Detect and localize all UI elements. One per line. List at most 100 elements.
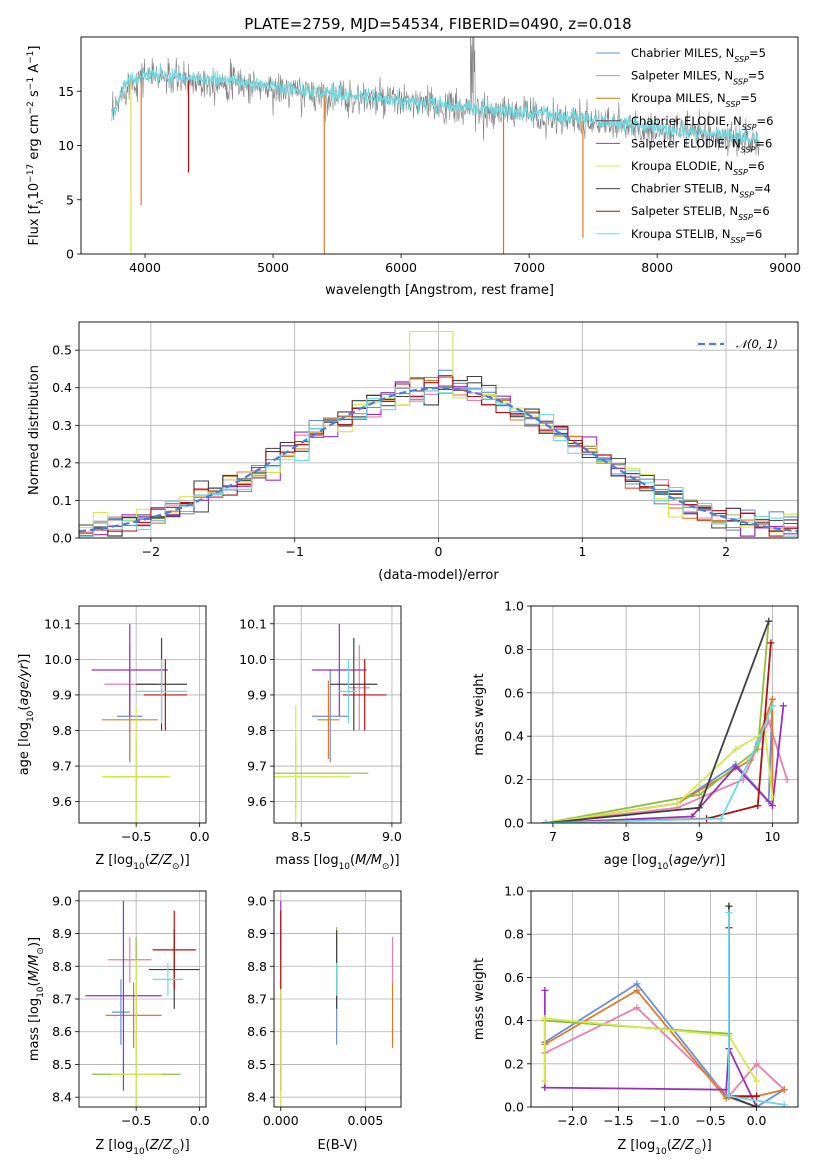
label-part: Z/Z bbox=[671, 1138, 695, 1153]
x-axis-label: mass [log10(M/M⊙)] bbox=[275, 853, 399, 872]
mass-vs-EBV-frame bbox=[273, 890, 402, 1108]
y-tick-label: 5 bbox=[66, 192, 74, 207]
y-tick-label: 8.7 bbox=[247, 992, 267, 1007]
label-part: −2 bbox=[26, 101, 36, 114]
y-tick-label: 8.4 bbox=[247, 1090, 267, 1105]
legend-entry: Kroupa STELIB, NSSP=6 bbox=[631, 227, 762, 245]
series-marker bbox=[541, 986, 549, 994]
y-tick-label: 10.1 bbox=[239, 616, 267, 631]
mass-vs-Z-frame bbox=[78, 890, 207, 1108]
x-axis-label: Z [log10(Z/Z⊙)] bbox=[617, 1138, 711, 1157]
label-part: age [log bbox=[17, 722, 32, 775]
y-tick-label: 9.8 bbox=[247, 723, 267, 738]
series-marker bbox=[541, 1077, 549, 1085]
y-tick-label: 0.6 bbox=[504, 970, 524, 985]
x-tick-label: 6000 bbox=[385, 260, 417, 275]
legend-entry: Chabrier STELIB, NSSP=4 bbox=[631, 182, 771, 200]
y-tick-label: 9.6 bbox=[52, 794, 72, 809]
label-part: mass [log bbox=[27, 998, 42, 1061]
legend-text: =5 bbox=[748, 69, 765, 83]
label-part: age/yr bbox=[17, 662, 32, 705]
x-tick-label: 9 bbox=[695, 829, 703, 844]
label-part: Flux [f bbox=[27, 204, 42, 245]
label-part: ( bbox=[668, 853, 673, 868]
y-tick-label: 9.9 bbox=[52, 687, 72, 702]
errorbar-salpeter-elodie bbox=[312, 623, 367, 717]
legend-sub: SSP bbox=[738, 213, 753, 222]
residuals-frame bbox=[78, 321, 799, 539]
errorbar-salpeter-stelib bbox=[152, 910, 196, 990]
legend-text: Salpeter ELODIE, N bbox=[631, 136, 741, 150]
label-part: 10 bbox=[133, 862, 145, 872]
series-marker bbox=[780, 1101, 788, 1107]
series-line bbox=[545, 705, 774, 823]
legend-text: =4 bbox=[754, 182, 771, 196]
x-tick-label: 2 bbox=[722, 544, 730, 559]
y-tick-label: 0.4 bbox=[504, 729, 524, 744]
series-marker bbox=[753, 1092, 761, 1100]
legend-text: =6 bbox=[753, 204, 770, 218]
legend-text: =5 bbox=[749, 46, 766, 60]
series-marker bbox=[725, 902, 733, 910]
age-vs-Z-frame bbox=[78, 605, 207, 824]
series-marker bbox=[633, 1004, 641, 1012]
legend-entry: Chabrier MILES, NSSP=5 bbox=[631, 46, 766, 64]
series-marker bbox=[732, 745, 740, 753]
series-marker bbox=[767, 639, 775, 647]
label-part: λ bbox=[36, 199, 46, 205]
y-tick-label: 0.4 bbox=[52, 380, 72, 395]
x-tick-label: 9000 bbox=[769, 260, 801, 275]
legend-text: =6 bbox=[748, 159, 765, 173]
y-axis-label: mass weight bbox=[472, 958, 487, 1040]
normal-curve bbox=[79, 386, 798, 533]
x-axis-label: wavelength [Angstrom, rest frame] bbox=[325, 283, 554, 298]
legend-text: =5 bbox=[740, 91, 757, 105]
label-part: mass [log bbox=[275, 853, 338, 868]
series-marker bbox=[753, 1103, 761, 1107]
x-tick-label: −1.5 bbox=[603, 1113, 633, 1128]
series-kroupa-stelib bbox=[725, 909, 788, 1107]
x-tick-label: 1 bbox=[578, 544, 586, 559]
errorbar-chabrier-miles bbox=[312, 670, 349, 763]
series-marker bbox=[542, 819, 550, 823]
x-tick-label: −0.5 bbox=[121, 1113, 151, 1128]
label-part: 10 bbox=[133, 1147, 145, 1157]
errorbar-salpeter-elodie bbox=[91, 623, 168, 717]
errorbar-kroupa-stelib bbox=[136, 659, 187, 724]
legend-text: Salpeter STELIB, N bbox=[631, 204, 738, 218]
label-part: M/M bbox=[355, 853, 382, 868]
series-marker bbox=[779, 702, 787, 710]
label-part: Z/Z bbox=[149, 853, 173, 868]
series-marker bbox=[673, 799, 681, 807]
series-marker bbox=[732, 763, 740, 771]
x-tick-label: −0.5 bbox=[695, 1113, 725, 1128]
y-tick-label: 8.8 bbox=[52, 959, 72, 974]
y-tick-label: 0.1 bbox=[52, 493, 72, 508]
figure-title: PLATE=2759, MJD=54534, FIBERID=0490, z=0… bbox=[244, 15, 631, 33]
y-tick-label: 8.4 bbox=[52, 1090, 72, 1105]
y-axis-label: Normed distribution bbox=[27, 365, 42, 495]
x-tick-label: 9.0 bbox=[382, 829, 402, 844]
x-tick-label: 0.0 bbox=[747, 1113, 767, 1128]
errorbar-chabrier-stelib bbox=[330, 638, 378, 731]
series-marker bbox=[753, 1060, 761, 1068]
label-part: ] bbox=[27, 46, 42, 51]
y-tick-label: 0.0 bbox=[504, 1100, 524, 1115]
series-marker bbox=[633, 986, 641, 994]
y-tick-label: 8.9 bbox=[247, 926, 267, 941]
y-tick-label: 10 bbox=[58, 138, 74, 153]
series-marker bbox=[754, 739, 762, 747]
x-tick-label: 0.000 bbox=[263, 1113, 299, 1128]
label-part: 10 bbox=[655, 1147, 667, 1157]
errorbar-chabrier-miles bbox=[112, 979, 130, 1045]
legend-text: =6 bbox=[745, 227, 762, 241]
y-tick-label: 8.5 bbox=[247, 1057, 267, 1072]
legend-text: =6 bbox=[757, 114, 774, 128]
legend-entry: Kroupa ELODIE, NSSP=6 bbox=[631, 159, 765, 177]
y-axis-label: mass [log10(M/M⊙)] bbox=[27, 937, 46, 1061]
massweight-vs-age-frame bbox=[530, 605, 799, 824]
label-part: erg cm bbox=[27, 114, 42, 163]
y-tick-label: 8.6 bbox=[52, 1024, 72, 1039]
label-part: M/M bbox=[27, 955, 42, 982]
